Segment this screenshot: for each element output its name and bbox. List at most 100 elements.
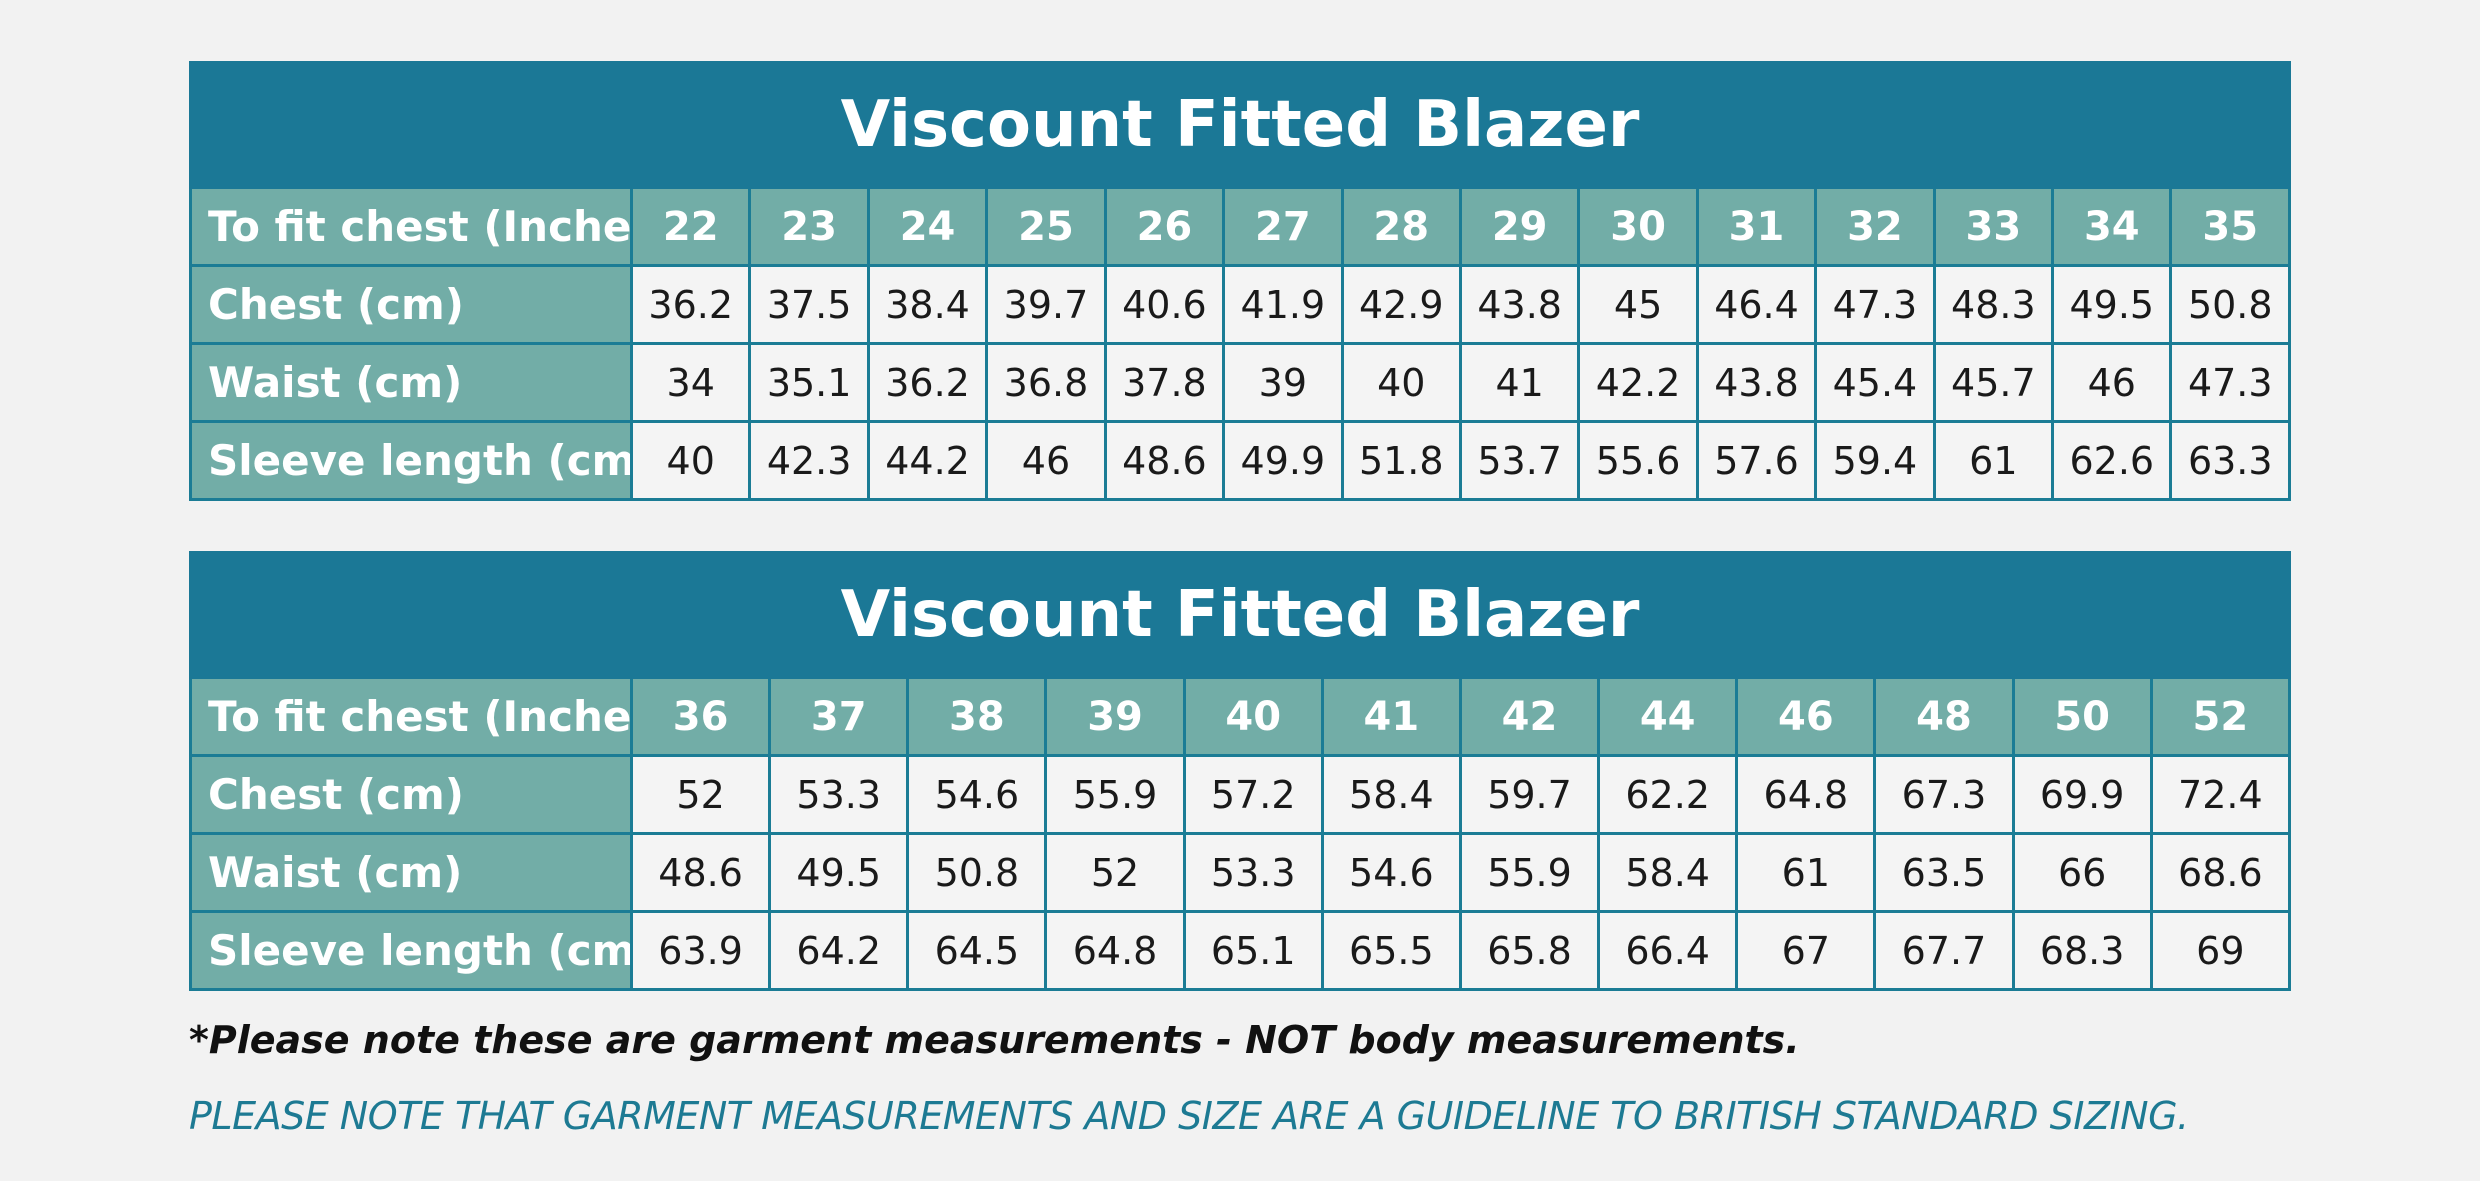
measurement-cell: 64.5	[906, 910, 1048, 991]
measurement-cell: 66.4	[1597, 910, 1739, 991]
size-chart-table-1: Viscount Fitted Blazer To fit chest (Inc…	[189, 61, 2291, 501]
measurement-cell: 64.8	[1044, 910, 1186, 991]
table-title: Viscount Fitted Blazer	[189, 61, 2291, 189]
measurement-cell: 42.9	[1340, 264, 1462, 345]
measurement-cell: 72.4	[2149, 754, 2292, 835]
table-row: Sleeve length (cm) 63.9 64.2 64.5 64.8 65.1 6…	[189, 910, 2292, 991]
size-header-cell: 27	[1222, 186, 1344, 267]
size-header-cell: 48	[1873, 676, 2015, 757]
measurement-cell: 68.6	[2149, 832, 2292, 913]
measurement-cell: 53.7	[1458, 420, 1581, 501]
measurement-cell: 47.3	[2169, 342, 2291, 423]
row-label: Chest (cm)	[189, 264, 633, 345]
measurement-cell: 35.1	[748, 342, 870, 423]
measurement-cell: 65.8	[1458, 910, 1601, 991]
size-header-cell: 23	[748, 186, 870, 267]
size-header-cell: 24	[866, 186, 989, 267]
row-label: Waist (cm)	[189, 832, 633, 913]
measurement-cell: 40	[1340, 342, 1462, 423]
row-label: Chest (cm)	[189, 754, 633, 835]
measurement-cell: 67	[1735, 910, 1877, 991]
size-header-cell: 39	[1044, 676, 1186, 757]
measurement-cell: 48.6	[1103, 420, 1226, 501]
measurement-cell: 53.3	[768, 754, 910, 835]
measurement-cell: 43.8	[1458, 264, 1581, 345]
sizing-guideline-note: PLEASE NOTE THAT GARMENT MEASUREMENTS AN…	[189, 1094, 2189, 1138]
row-label: To fit chest (Inches)	[189, 186, 633, 267]
measurement-cell: 64.8	[1735, 754, 1877, 835]
size-header-cell: 33	[1932, 186, 2055, 267]
row-label: To fit chest (Inches)	[189, 676, 633, 757]
measurement-cell: 46.4	[1695, 264, 1818, 345]
size-header-cell: 22	[629, 186, 752, 267]
measurement-cell: 58.4	[1597, 832, 1739, 913]
measurement-cell: 68.3	[2011, 910, 2153, 991]
measurement-cell: 38.4	[866, 264, 989, 345]
measurement-cell: 52	[1044, 832, 1186, 913]
measurement-cell: 42.3	[748, 420, 870, 501]
measurement-cell: 49.9	[1222, 420, 1344, 501]
table-row: Waist (cm) 34 35.1 36.2 36.8 37.8 39 40 41 42.2 4…	[189, 342, 2291, 423]
row-label: Sleeve length (cm)	[189, 420, 633, 501]
size-header-row: To fit chest (Inches) 36 37 38 39 40 41 42 44 46…	[189, 676, 2292, 757]
measurement-cell: 59.4	[1814, 420, 1936, 501]
size-header-cell: 41	[1320, 676, 1462, 757]
size-header-cell: 28	[1340, 186, 1462, 267]
table-row: Sleeve length (cm) 40 42.3 44.2 46 48.6 49.9 5…	[189, 420, 2291, 501]
measurement-cell: 45.7	[1932, 342, 2055, 423]
table-row: Chest (cm) 52 53.3 54.6 55.9 57.2 58.4 59.7 62.…	[189, 754, 2292, 835]
measurement-cell: 63.5	[1873, 832, 2015, 913]
size-header-cell: 50	[2011, 676, 2153, 757]
measurement-cell: 66	[2011, 832, 2153, 913]
measurement-cell: 69.9	[2011, 754, 2153, 835]
size-chart-table-2: Viscount Fitted Blazer To fit chest (Inc…	[189, 551, 2292, 991]
measurement-cell: 65.1	[1182, 910, 1324, 991]
measurement-cell: 39	[1222, 342, 1344, 423]
measurement-cell: 62.2	[1597, 754, 1739, 835]
size-header-cell: 37	[768, 676, 910, 757]
measurement-cell: 46	[985, 420, 1107, 501]
size-header-cell: 38	[906, 676, 1048, 757]
row-label: Waist (cm)	[189, 342, 633, 423]
measurement-cell: 53.3	[1182, 832, 1324, 913]
measurement-cell: 52	[629, 754, 772, 835]
measurement-cell: 36.2	[866, 342, 989, 423]
size-header-cell: 36	[629, 676, 772, 757]
measurement-cell: 40	[629, 420, 752, 501]
measurement-cell: 46	[2051, 342, 2173, 423]
measurement-cell: 50.8	[906, 832, 1048, 913]
measurement-cell: 65.5	[1320, 910, 1462, 991]
measurement-cell: 36.2	[629, 264, 752, 345]
size-header-cell: 44	[1597, 676, 1739, 757]
measurement-cell: 49.5	[768, 832, 910, 913]
measurement-cell: 58.4	[1320, 754, 1462, 835]
measurement-cell: 40.6	[1103, 264, 1226, 345]
measurement-cell: 51.8	[1340, 420, 1462, 501]
size-header-cell: 42	[1458, 676, 1601, 757]
measurement-cell: 34	[629, 342, 752, 423]
garment-measurement-note: *Please note these are garment measureme…	[189, 1018, 1800, 1062]
measurement-cell: 45	[1577, 264, 1699, 345]
measurement-cell: 67.3	[1873, 754, 2015, 835]
table-title: Viscount Fitted Blazer	[189, 551, 2291, 679]
measurement-cell: 42.2	[1577, 342, 1699, 423]
measurement-cell: 37.5	[748, 264, 870, 345]
measurement-cell: 47.3	[1814, 264, 1936, 345]
size-header-cell: 25	[985, 186, 1107, 267]
measurement-cell: 45.4	[1814, 342, 1936, 423]
measurement-cell: 59.7	[1458, 754, 1601, 835]
measurement-cell: 55.6	[1577, 420, 1699, 501]
measurement-cell: 54.6	[906, 754, 1048, 835]
measurement-cell: 48.3	[1932, 264, 2055, 345]
size-header-cell: 46	[1735, 676, 1877, 757]
measurement-cell: 64.2	[768, 910, 910, 991]
row-label: Sleeve length (cm)	[189, 910, 633, 991]
size-header-cell: 52	[2149, 676, 2292, 757]
measurement-cell: 67.7	[1873, 910, 2015, 991]
measurement-cell: 49.5	[2051, 264, 2173, 345]
table-row: Chest (cm) 36.2 37.5 38.4 39.7 40.6 41.9 42.9 4…	[189, 264, 2291, 345]
measurement-cell: 62.6	[2051, 420, 2173, 501]
measurement-cell: 55.9	[1044, 754, 1186, 835]
size-header-cell: 26	[1103, 186, 1226, 267]
size-header-cell: 34	[2051, 186, 2173, 267]
